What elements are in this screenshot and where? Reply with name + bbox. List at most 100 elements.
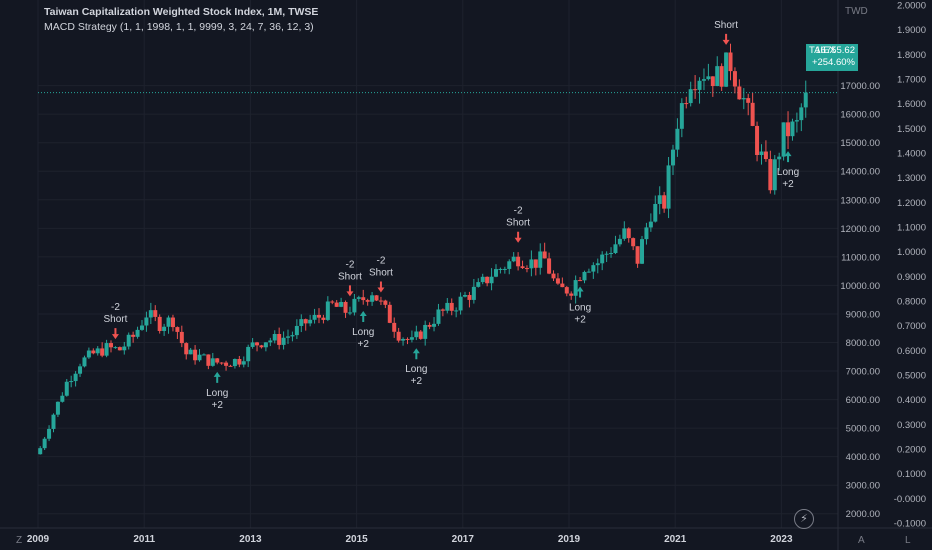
candle-body bbox=[463, 295, 467, 297]
candle-body bbox=[308, 320, 312, 324]
candle-body bbox=[649, 222, 653, 228]
candle-body bbox=[175, 327, 179, 332]
candle-body bbox=[273, 334, 277, 340]
x-axis-tick: 2015 bbox=[345, 534, 368, 545]
candle-body bbox=[100, 348, 104, 355]
left-axis-tick: 17000.00 bbox=[840, 81, 880, 92]
left-axis-tick: 16000.00 bbox=[840, 110, 880, 121]
candle-body bbox=[693, 89, 697, 90]
candle-body bbox=[189, 350, 193, 355]
candle-body bbox=[370, 295, 374, 301]
lightning-icon[interactable]: ⚡ bbox=[794, 509, 814, 529]
long-signal[interactable]: Long+2 bbox=[569, 286, 591, 325]
candle-body bbox=[525, 268, 529, 269]
candle-body bbox=[211, 358, 215, 366]
candle-body bbox=[140, 325, 144, 329]
candle-body bbox=[321, 318, 325, 320]
candle-body bbox=[136, 330, 140, 337]
short-signal[interactable]: Short-2 bbox=[506, 206, 530, 243]
right-axis-tick: 1.5000 bbox=[897, 124, 926, 135]
candle-body bbox=[569, 294, 573, 296]
candle-body bbox=[534, 259, 538, 267]
short-signal[interactable]: Short-2 bbox=[103, 302, 127, 339]
signal-label: Long bbox=[206, 388, 228, 399]
candle-body bbox=[605, 254, 609, 255]
left-price-axis: 2000.00 3000.00 4000.00 5000.00 6000.00 7000.… bbox=[840, 81, 880, 520]
short-arrow-icon bbox=[723, 34, 730, 45]
short-signal[interactable]: Short bbox=[714, 20, 738, 45]
candle-body bbox=[344, 302, 348, 313]
signal-label: Long bbox=[569, 302, 591, 313]
right-axis-tick: 0.7000 bbox=[897, 321, 926, 332]
price-tag-price: 16755.62 bbox=[815, 45, 855, 57]
candle-body bbox=[445, 303, 449, 311]
candles-layer bbox=[38, 44, 808, 455]
strategy-legend[interactable]: MACD Strategy (1, 1, 1998, 1, 1, 9999, 3… bbox=[44, 21, 314, 33]
zoom-reset-button[interactable]: Z bbox=[16, 535, 22, 546]
candle-body bbox=[516, 257, 520, 267]
candle-body bbox=[764, 152, 768, 160]
candle-body bbox=[490, 277, 494, 284]
auto-scale-button[interactable]: A bbox=[858, 535, 865, 546]
candle-body bbox=[202, 354, 206, 355]
short-signal[interactable]: Short-2 bbox=[338, 259, 362, 296]
x-axis-tick: 2021 bbox=[664, 534, 687, 545]
candle-body bbox=[609, 253, 613, 254]
x-axis-tick: 2011 bbox=[133, 534, 155, 545]
signal-label: Short bbox=[714, 20, 738, 31]
candle-body bbox=[746, 98, 750, 103]
right-axis-tick: -0.1000 bbox=[894, 519, 926, 530]
signal-qty: +2 bbox=[212, 400, 224, 411]
candle-body bbox=[105, 343, 109, 356]
signal-qty: +2 bbox=[782, 179, 794, 190]
x-axis-tick: 2013 bbox=[239, 534, 262, 545]
candle-body bbox=[167, 318, 171, 327]
candle-body bbox=[720, 66, 724, 87]
right-axis-tick: 0.9000 bbox=[897, 272, 926, 283]
left-axis-tick: 12000.00 bbox=[840, 224, 880, 235]
candle-body bbox=[171, 318, 175, 328]
candle-body bbox=[361, 297, 365, 300]
candle-body bbox=[543, 251, 547, 258]
left-axis-tick: 14000.00 bbox=[840, 167, 880, 178]
candle-body bbox=[653, 204, 657, 222]
right-axis: -0.1000-0.00000.10000.20000.30000.40000.… bbox=[894, 0, 926, 529]
candle-body bbox=[96, 348, 100, 353]
candle-body bbox=[366, 300, 370, 302]
long-signal[interactable]: Long+2 bbox=[206, 372, 228, 411]
long-signal[interactable]: Long+2 bbox=[405, 348, 427, 387]
right-axis-tick: 1.8000 bbox=[897, 50, 926, 61]
candle-body bbox=[671, 150, 675, 166]
candle-body bbox=[622, 228, 626, 238]
candle-body bbox=[277, 334, 281, 345]
candle-body bbox=[109, 343, 113, 347]
candle-body bbox=[512, 257, 516, 262]
candle-body bbox=[737, 86, 741, 99]
candle-body bbox=[596, 263, 600, 265]
candle-body bbox=[640, 239, 644, 264]
left-axis-tick: 11000.00 bbox=[841, 252, 880, 263]
log-scale-button[interactable]: L bbox=[905, 535, 911, 546]
left-axis-tick: 13000.00 bbox=[840, 195, 880, 206]
candle-body bbox=[675, 129, 679, 150]
candle-body bbox=[662, 195, 666, 208]
signal-qty: +2 bbox=[358, 339, 370, 350]
candle-body bbox=[144, 317, 148, 325]
candle-body bbox=[777, 157, 781, 160]
candle-body bbox=[494, 269, 498, 277]
candle-body bbox=[158, 317, 162, 331]
candle-body bbox=[658, 195, 662, 204]
left-axis-tick: 5000.00 bbox=[846, 424, 880, 435]
right-axis-tick: 1.0000 bbox=[897, 247, 926, 258]
candle-body bbox=[667, 165, 671, 208]
x-axis-tick: 2009 bbox=[27, 534, 50, 545]
candle-body bbox=[180, 332, 184, 343]
candle-body bbox=[450, 303, 454, 311]
candle-body bbox=[644, 227, 648, 239]
right-axis-tick: 0.5000 bbox=[897, 371, 926, 382]
long-signal[interactable]: Long+2 bbox=[352, 311, 374, 350]
short-signal[interactable]: Short-2 bbox=[369, 255, 393, 292]
candle-body bbox=[698, 81, 702, 90]
left-axis-tick: 3000.00 bbox=[846, 481, 880, 492]
